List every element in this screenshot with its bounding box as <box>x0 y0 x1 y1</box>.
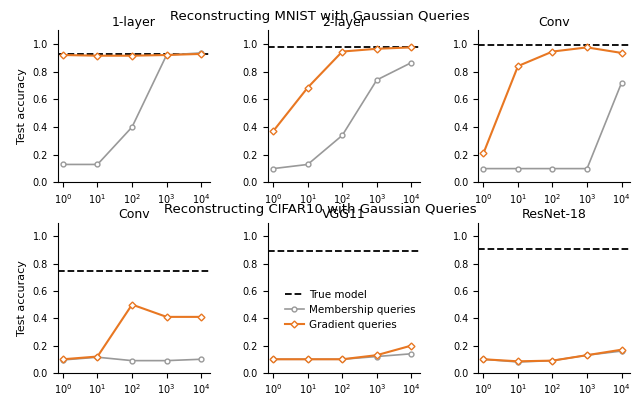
Title: Conv: Conv <box>118 209 150 221</box>
Text: Reconstructing MNIST with Gaussian Queries: Reconstructing MNIST with Gaussian Queri… <box>170 10 470 23</box>
Title: 1-layer: 1-layer <box>112 16 156 29</box>
Y-axis label: Test accuracy: Test accuracy <box>17 68 27 144</box>
Title: VGG11: VGG11 <box>322 209 366 221</box>
Title: 2-layer: 2-layer <box>322 16 366 29</box>
Y-axis label: Test accuracy: Test accuracy <box>17 260 27 336</box>
Legend: True model, Membership queries, Gradient queries: True model, Membership queries, Gradient… <box>281 286 420 334</box>
Text: Reconstructing CIFAR10 with Gaussian Queries: Reconstructing CIFAR10 with Gaussian Que… <box>164 203 476 215</box>
Title: Conv: Conv <box>538 16 570 29</box>
Title: ResNet-18: ResNet-18 <box>522 209 587 221</box>
